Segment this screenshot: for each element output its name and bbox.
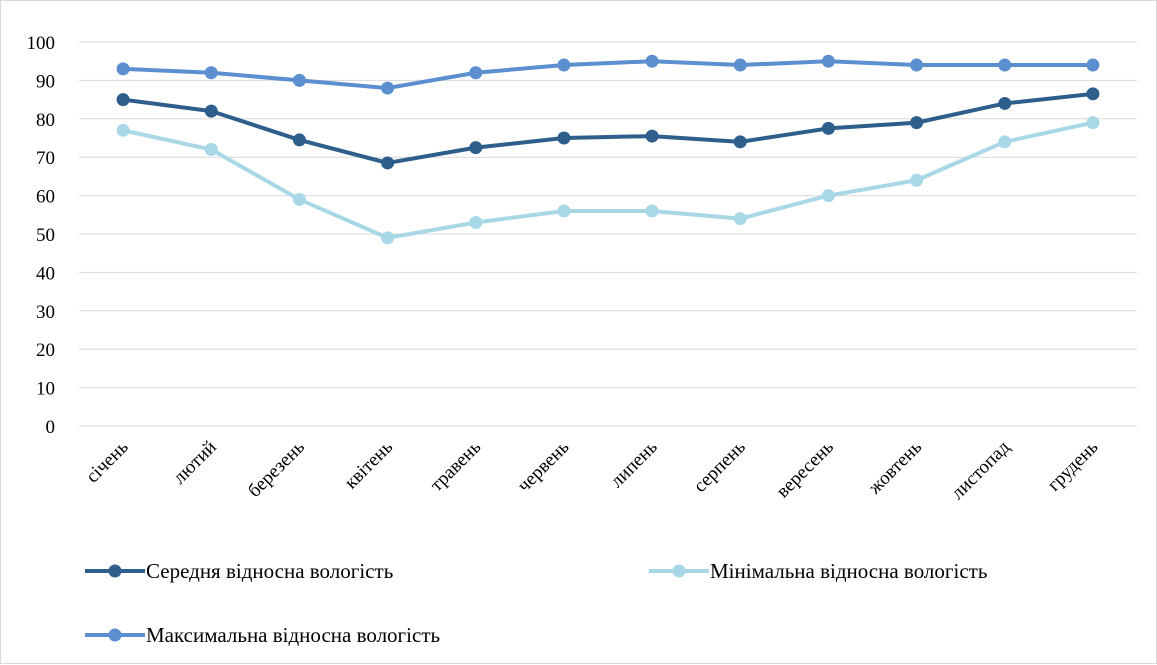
data-point bbox=[1086, 87, 1100, 101]
data-point bbox=[469, 141, 483, 155]
data-point bbox=[821, 189, 835, 203]
x-tick-label: червень bbox=[514, 436, 574, 496]
x-tick-label: вересень bbox=[772, 436, 838, 502]
data-point bbox=[645, 129, 659, 143]
legend-label: Мінімальна відносна вологість bbox=[710, 559, 987, 583]
data-point bbox=[116, 123, 130, 137]
x-tick-label: січень bbox=[82, 436, 133, 487]
data-point bbox=[910, 116, 924, 130]
data-point bbox=[116, 93, 130, 107]
legend-marker bbox=[672, 564, 686, 578]
data-point bbox=[910, 58, 924, 72]
series-1 bbox=[116, 116, 1100, 245]
legend: Середня відносна вологість Мінімальна від… bbox=[85, 559, 987, 647]
x-tick-label: березень bbox=[244, 436, 309, 501]
data-point bbox=[292, 192, 306, 206]
series-line bbox=[121, 91, 1095, 165]
data-point bbox=[204, 104, 218, 118]
y-tick-label: 60 bbox=[36, 187, 55, 208]
gridlines bbox=[79, 41, 1137, 427]
series-line bbox=[121, 59, 1095, 91]
data-point bbox=[557, 204, 571, 218]
y-tick-label: 0 bbox=[46, 417, 56, 438]
legend-item-0: Середня відносна вологість bbox=[85, 559, 393, 583]
x-tick-label: квітень bbox=[341, 436, 398, 493]
data-point bbox=[381, 156, 395, 170]
data-point bbox=[381, 231, 395, 245]
legend-item-1: Мінімальна відносна вологість bbox=[649, 559, 987, 583]
legend-item-2: Максимальна відносна вологість bbox=[85, 623, 440, 647]
legend-label: Середня відносна вологість bbox=[146, 559, 393, 583]
data-point bbox=[557, 131, 571, 145]
y-tick-label: 90 bbox=[36, 71, 55, 92]
data-point bbox=[1086, 58, 1100, 72]
data-point bbox=[381, 81, 395, 95]
y-tick-label: 30 bbox=[36, 302, 55, 323]
x-tick-label: листопад bbox=[947, 436, 1014, 503]
data-point bbox=[204, 143, 218, 157]
x-axis-ticks: січень лютий березень квітень травень червень… bbox=[82, 436, 1103, 503]
x-tick-label: серпень bbox=[690, 436, 750, 496]
y-tick-label: 40 bbox=[36, 263, 55, 284]
data-point bbox=[292, 73, 306, 87]
x-tick-label: грудень bbox=[1044, 436, 1103, 495]
data-point bbox=[645, 54, 659, 68]
x-tick-label: травень bbox=[426, 436, 485, 495]
data-point bbox=[998, 135, 1012, 149]
data-point bbox=[645, 204, 659, 218]
data-point bbox=[557, 58, 571, 72]
legend-marker bbox=[108, 564, 122, 578]
y-tick-label: 100 bbox=[27, 33, 56, 54]
data-point bbox=[998, 58, 1012, 72]
data-point bbox=[116, 62, 130, 76]
data-point bbox=[292, 133, 306, 147]
data-point bbox=[733, 212, 747, 226]
series-group bbox=[116, 54, 1100, 245]
data-point bbox=[1086, 116, 1100, 130]
x-tick-label: жовтень bbox=[864, 436, 927, 499]
legend-marker bbox=[108, 628, 122, 642]
data-point bbox=[469, 66, 483, 80]
data-point bbox=[998, 96, 1012, 110]
x-tick-label: лютий bbox=[169, 437, 221, 489]
series-0 bbox=[116, 87, 1100, 170]
legend-label: Максимальна відносна вологість bbox=[146, 623, 440, 647]
y-tick-label: 50 bbox=[36, 225, 55, 246]
data-point bbox=[733, 135, 747, 149]
y-tick-label: 80 bbox=[36, 110, 55, 131]
y-tick-label: 10 bbox=[36, 379, 55, 400]
data-point bbox=[910, 173, 924, 187]
series-line bbox=[121, 120, 1095, 240]
y-tick-label: 70 bbox=[36, 148, 55, 169]
data-point bbox=[733, 58, 747, 72]
data-point bbox=[821, 54, 835, 68]
x-tick-label: липень bbox=[606, 436, 661, 491]
y-tick-label: 20 bbox=[36, 340, 55, 361]
data-point bbox=[821, 121, 835, 135]
series-2 bbox=[116, 54, 1100, 95]
data-point bbox=[469, 215, 483, 229]
data-point bbox=[204, 66, 218, 80]
y-axis-ticks: 0 10 20 30 40 50 60 70 80 90 100 bbox=[27, 33, 56, 438]
